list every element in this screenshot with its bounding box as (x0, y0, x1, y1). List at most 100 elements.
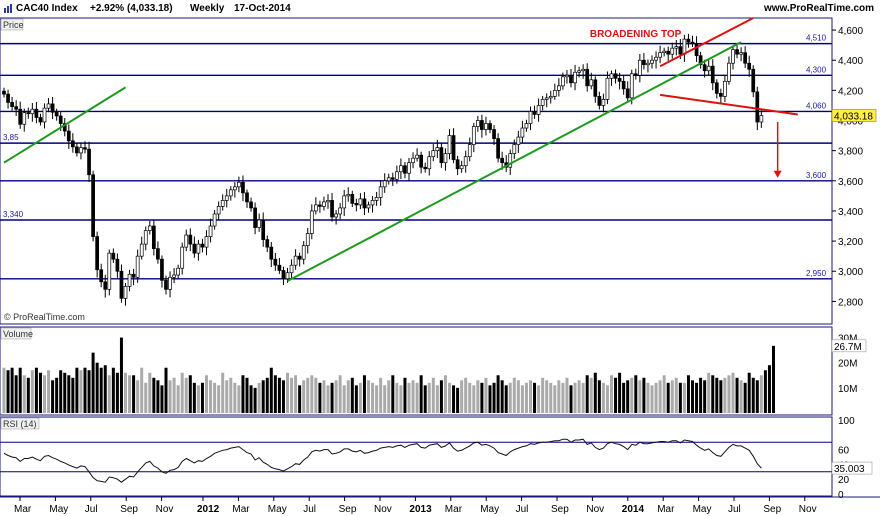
price-panel-tag: Price (0, 18, 24, 31)
candle-body (747, 62, 752, 70)
candle-body (297, 255, 302, 260)
price-change: +2.92% (4,033.18) (90, 3, 173, 14)
time-tick-label: 2014 (622, 504, 645, 515)
candle-body (650, 59, 654, 64)
volume-bar (695, 382, 699, 413)
candle-body (180, 246, 185, 269)
volume-panel-frame (0, 326, 833, 416)
candle-body (439, 147, 444, 164)
candle-body (54, 111, 59, 117)
candle-body (407, 162, 411, 174)
candle-body (46, 103, 51, 109)
candle-body (62, 123, 67, 132)
time-tick-label: Jul (728, 504, 741, 515)
candle-body (50, 103, 55, 113)
volume-bar (638, 380, 642, 413)
volume-bar (184, 377, 188, 413)
candle-body (135, 255, 140, 278)
candle-body (228, 189, 233, 197)
volume-bar (569, 385, 573, 413)
volume-bar (326, 385, 330, 413)
candle-body (390, 177, 395, 180)
time-tick-label: Jul (303, 504, 316, 515)
candle-body (237, 181, 241, 188)
volume-bar (464, 377, 468, 413)
trendline-uptrend-2012 (287, 41, 742, 282)
volume-bar (358, 382, 362, 413)
rsi-line: 100604020035.003 (0, 416, 873, 501)
volume-bar (743, 382, 747, 413)
volume-bar (682, 382, 686, 413)
candle-body (184, 234, 189, 248)
rsi-tick-label: 60 (838, 446, 850, 457)
volume-bar (561, 382, 565, 413)
volume-bar (164, 367, 168, 413)
volume-bar (492, 382, 496, 413)
time-tick-label: May (693, 504, 712, 515)
volume-bar (759, 375, 763, 413)
volume-bar (354, 385, 358, 413)
svg-text:RSI (14): RSI (14) (3, 419, 37, 429)
candle-body (111, 252, 116, 260)
volume-bar (605, 385, 609, 413)
candle-body (366, 204, 371, 209)
candle-body (10, 102, 14, 107)
volume-tick-label: 10M (838, 384, 857, 395)
candle-body (552, 90, 557, 97)
volume-bar (537, 385, 541, 413)
candle-body (642, 59, 646, 66)
volume-bar (670, 380, 674, 413)
volume-bar (399, 385, 403, 413)
site-link[interactable]: www.ProRealTime.com (764, 3, 875, 14)
time-tick-label: May (49, 504, 68, 515)
volume-bar (472, 385, 476, 413)
volume-bar (541, 377, 545, 413)
time-tick-label: Sep (551, 504, 569, 515)
volume-bar (751, 377, 755, 413)
candle-body (99, 269, 104, 283)
volume-bar (115, 372, 119, 413)
candle-body (476, 120, 480, 127)
time-tick-label: Mar (657, 504, 675, 515)
candle-body (540, 99, 545, 106)
candle-body (569, 74, 573, 84)
candle-body (629, 73, 634, 99)
candle-body (143, 230, 148, 245)
candle-body (415, 154, 419, 159)
volume-bar (772, 345, 775, 413)
volume-bar (678, 382, 682, 413)
candle-body (556, 85, 561, 91)
price-tick-label: 3,000 (838, 267, 863, 278)
volume-bar (516, 380, 520, 413)
volume-bar (148, 372, 152, 413)
time-tick-label: Nov (799, 504, 817, 515)
volume-bar (111, 367, 115, 413)
candle-body (710, 65, 715, 84)
volume-bar (124, 372, 127, 413)
volume-bar (411, 380, 415, 413)
volume-bar (642, 377, 646, 413)
volume-bar (545, 380, 549, 413)
candle-body (605, 77, 610, 100)
candle-body (330, 200, 334, 218)
volume-bar (59, 370, 63, 413)
volume-bar (75, 367, 79, 413)
volume-bar (196, 385, 200, 413)
candle-body (362, 198, 367, 209)
volume-bar (375, 385, 379, 413)
candle-body (694, 43, 699, 57)
volume-bar (229, 377, 233, 413)
candle-body (123, 285, 128, 299)
time-tick-label: Nov (156, 504, 174, 515)
candle-body (654, 56, 658, 61)
chart-logo-icon (4, 4, 12, 13)
candle-body (277, 264, 282, 271)
candle-body (309, 210, 314, 234)
candle-body (358, 198, 363, 206)
volume-bar (10, 367, 14, 413)
price-panel-frame (0, 17, 833, 325)
volume-panel-tag: Volume (0, 327, 33, 340)
candle-body (613, 73, 618, 79)
volume-bar (87, 370, 91, 413)
